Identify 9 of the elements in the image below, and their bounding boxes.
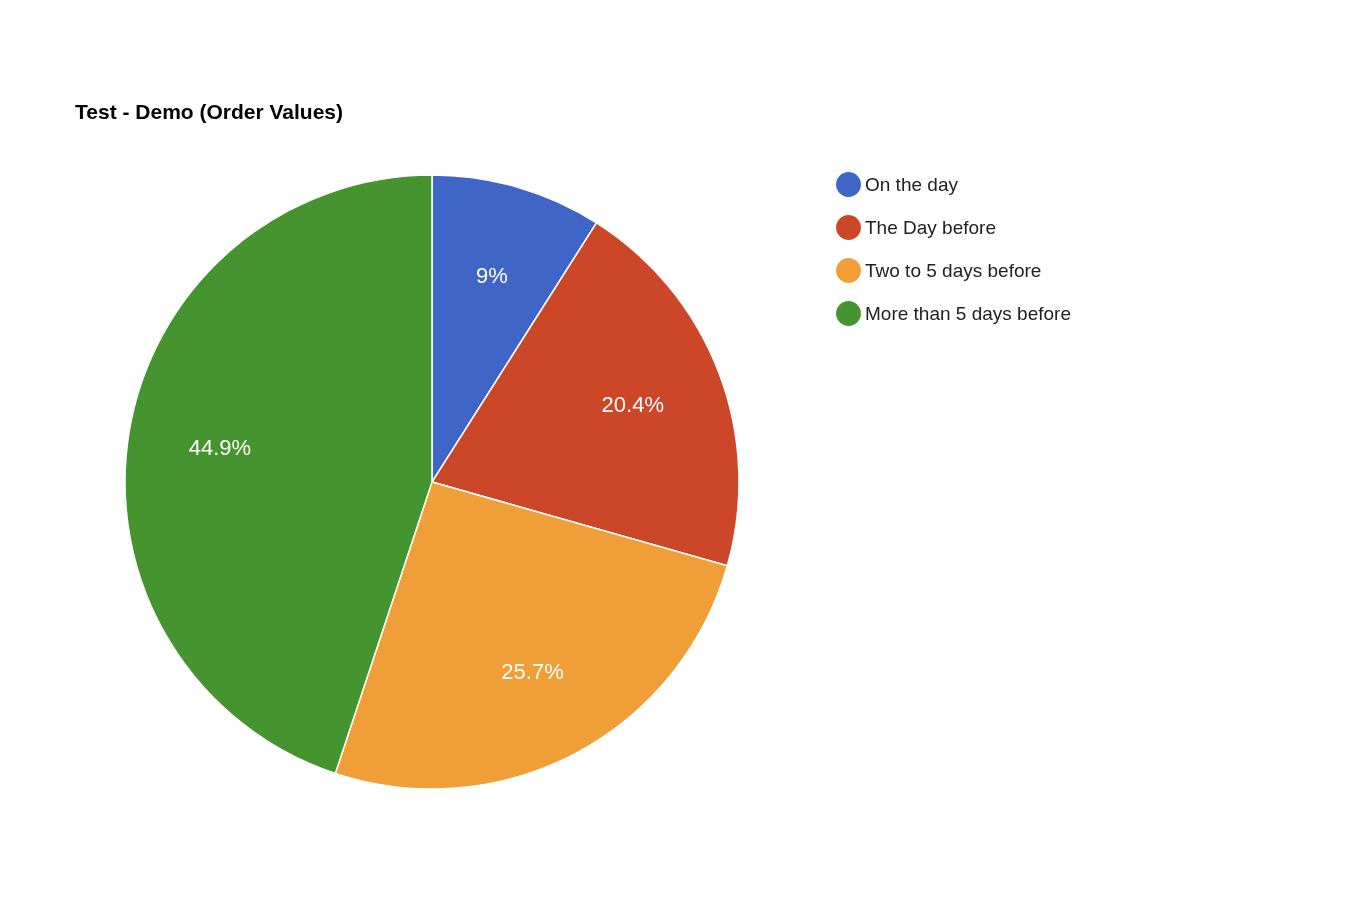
legend-label: On the day bbox=[865, 173, 959, 195]
chart-title: Test - Demo (Order Values) bbox=[75, 100, 344, 123]
data-label: 20.4% bbox=[601, 392, 664, 418]
data-label: 25.7% bbox=[501, 658, 564, 684]
legend-label: Two to 5 days before bbox=[865, 259, 1042, 281]
legend-label: The Day before bbox=[865, 216, 996, 238]
data-label: 44.9% bbox=[188, 434, 252, 460]
legend-label: More than 5 days before bbox=[865, 302, 1071, 324]
data-label: 9% bbox=[476, 262, 508, 288]
